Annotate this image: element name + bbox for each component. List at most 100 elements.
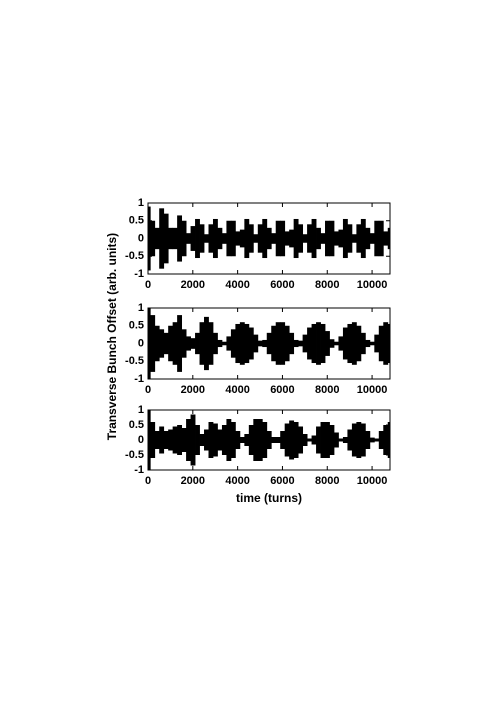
envelope-bar [307,327,312,360]
envelope-bar [365,227,371,250]
envelope-bar [159,426,165,454]
envelope-bar [239,229,245,248]
x-tick-label: 6000 [270,384,294,396]
envelope-bar [351,423,357,457]
envelope-bar [280,431,286,449]
envelope-bar [190,226,196,251]
envelope-bar [244,434,250,446]
envelope-bar [271,325,277,362]
envelope-bar [204,234,209,243]
x-tick-label: 8000 [315,475,339,487]
envelope-bar [298,340,304,347]
envelope-bar [181,428,187,452]
envelope-bar [208,224,214,253]
x-tick-label: 2000 [181,384,205,396]
x-tick-label: 0 [145,475,151,487]
envelope-bar [369,437,375,443]
envelope-bar [320,233,326,244]
envelope-bar [347,323,353,364]
envelope-bar [325,220,330,257]
envelope-bar [302,434,308,446]
envelope-bar [199,434,205,446]
envelope-bar [195,218,200,259]
envelope-bar [369,233,375,244]
x-tick-label: 6000 [270,475,294,487]
envelope-bar [302,334,308,353]
envelope-bar [172,426,178,454]
envelope-bar [347,224,353,253]
envelope-bar [342,437,348,443]
envelope-bar [159,208,165,269]
envelope-bar [298,426,304,454]
envelope-bar [378,431,384,449]
y-tick-label: -0.5 [125,449,144,461]
envelope-bar [293,339,299,348]
envelope-bar [226,220,232,257]
envelope-bar [217,227,223,250]
envelope-bar [365,339,371,348]
x-tick-label: 6000 [270,279,294,291]
y-tick-label: -0.5 [125,355,144,367]
envelope-bar [195,425,200,455]
envelope-bar [383,425,389,455]
envelope-bar [257,419,263,461]
envelope-bar [320,323,326,364]
envelope-bar [186,336,191,351]
envelope-bar [356,224,362,253]
y-axis-label: Transverse Bunch Offset (arb. units) [105,233,119,440]
envelope-bar [150,422,156,458]
envelope-bar [159,329,165,358]
x-tick-label: 2000 [181,475,205,487]
envelope-bar [208,322,214,365]
envelope-bar [275,437,281,443]
envelope-bar [347,429,353,451]
envelope-bar [284,325,290,362]
envelope-bar [338,336,344,351]
envelope-bar [253,234,259,243]
envelope-bar [230,329,236,358]
envelope-bar [333,341,339,346]
envelope-bar [221,233,227,244]
envelope-bar [154,227,160,250]
envelope-bar [208,422,214,458]
envelope-bar [338,229,344,248]
envelope-bar [284,423,290,457]
y-tick-label: -1 [134,373,144,385]
envelope-bar [329,339,335,348]
envelope-bar [177,425,183,455]
envelope-bar [356,325,362,362]
envelope-bar [338,438,344,442]
envelope-bar [177,215,183,262]
envelope-bar [271,437,277,443]
envelope-bar [307,438,312,442]
envelope-bar [226,336,232,351]
y-tick-label: 0 [138,434,144,446]
envelope-bar [217,339,223,348]
envelope-bar [342,327,348,360]
envelope-bar [172,322,178,365]
envelope-bar [333,432,339,448]
envelope-bar [235,231,241,246]
envelope-bar [195,332,200,355]
envelope-bar [150,220,156,257]
x-tick-label: 0 [145,384,151,396]
envelope-bar [221,341,227,346]
envelope-bar [181,329,187,358]
envelope-bar [199,322,205,365]
envelope-bar [172,227,178,250]
y-tick-label: 0.5 [129,419,144,431]
envelope-bar [360,423,366,457]
envelope-bar [262,422,268,458]
envelope-bar [275,322,281,365]
envelope-bar [212,218,218,259]
envelope-bar [325,422,330,458]
envelope-bar [248,327,254,360]
x-tick-label: 0 [145,279,151,291]
envelope-bar [307,224,312,253]
envelope-bar [150,315,156,372]
envelope-bar [302,234,308,243]
y-tick-label: -0.5 [125,250,144,262]
y-tick-label: 1 [138,302,144,314]
